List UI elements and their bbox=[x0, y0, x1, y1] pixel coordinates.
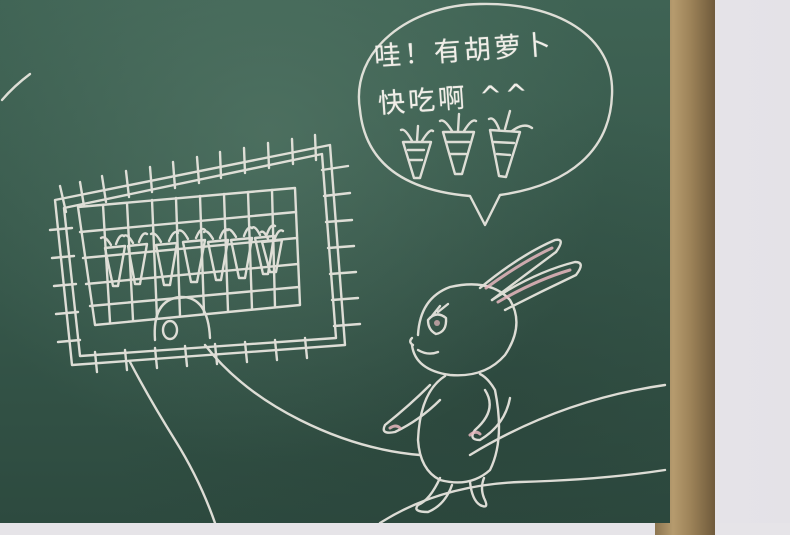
path-right bbox=[203, 343, 422, 457]
rabbit-eye bbox=[426, 313, 448, 336]
path-left bbox=[128, 360, 217, 523]
rabbit-ear bbox=[478, 238, 562, 302]
speech-bubble bbox=[357, 2, 614, 227]
bubble-carrot bbox=[438, 112, 478, 176]
bubble-carrot bbox=[399, 124, 435, 180]
hole-opening bbox=[161, 319, 179, 341]
fence-inner bbox=[62, 152, 338, 358]
rabbit-mouth bbox=[416, 348, 440, 355]
chalk-drawing bbox=[0, 2, 667, 523]
rabbit-ear bbox=[490, 260, 582, 312]
ear-inner-pink bbox=[484, 246, 554, 290]
paw-pink bbox=[388, 424, 402, 430]
fence-posts-top bbox=[58, 133, 318, 214]
fence-outer bbox=[53, 143, 347, 367]
rabbit-arm bbox=[382, 383, 442, 434]
paw-pink bbox=[468, 430, 482, 437]
ear-inner-pink bbox=[496, 268, 572, 304]
field-border bbox=[76, 186, 302, 327]
field-grid-rows bbox=[78, 210, 301, 308]
field-carrot bbox=[122, 232, 149, 286]
field-carrot bbox=[149, 230, 180, 287]
fence-posts-left bbox=[48, 226, 82, 344]
rabbit-hole bbox=[153, 295, 212, 342]
hill-line bbox=[378, 468, 667, 523]
chalk-stroke bbox=[0, 72, 32, 102]
rabbit-leg bbox=[468, 476, 488, 508]
fence-posts-right bbox=[320, 164, 362, 328]
fence-posts-bottom bbox=[93, 336, 309, 374]
rabbit-arm bbox=[471, 388, 512, 442]
bubble-carrot bbox=[487, 109, 534, 179]
hill-line bbox=[468, 383, 667, 457]
rabbit-leg bbox=[415, 476, 454, 514]
rabbit bbox=[382, 238, 582, 514]
rabbit-body bbox=[416, 372, 501, 484]
rabbit-nose bbox=[409, 336, 415, 347]
rabbit-head bbox=[410, 283, 518, 377]
rabbit-eyelash bbox=[430, 302, 450, 318]
field-carrot bbox=[176, 227, 207, 284]
eye-pupil bbox=[434, 320, 440, 326]
field-carrot bbox=[259, 229, 285, 274]
